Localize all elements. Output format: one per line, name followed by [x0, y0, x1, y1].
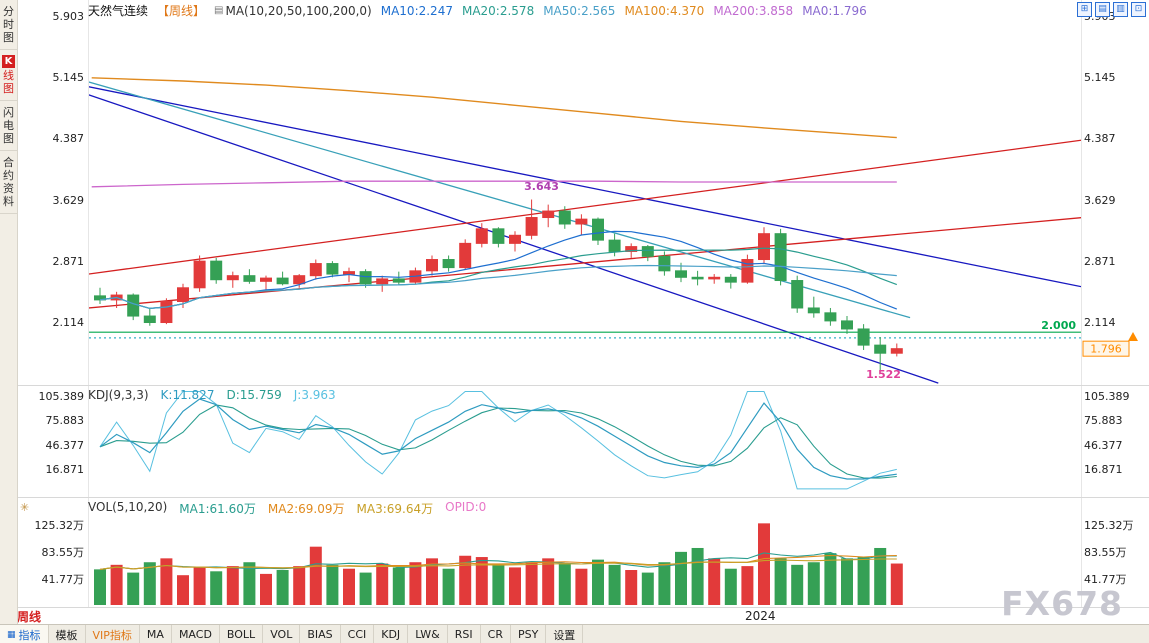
kline-badge: K: [2, 55, 15, 68]
axis-label: 75.883: [45, 414, 85, 428]
vol-indicator-name[interactable]: VOL(5,10,20): [88, 500, 168, 514]
sidebar-item-0[interactable]: 分时图: [0, 0, 17, 50]
axis-label: 125.32万: [1084, 518, 1134, 532]
price-chart-panel[interactable]: 2.000 3.643 1.522: [88, 77, 1082, 384]
toolbar-tab-CR[interactable]: CR: [481, 625, 511, 643]
indicator-toolbar: ▦ 指标 模板 VIP指标 MA MACD BOLL VOL BIAS CCI KDJ LW& RSI C…: [0, 624, 1149, 643]
ma-value-label: MA50:2.565: [543, 3, 616, 18]
price-up-arrow-icon: [1128, 332, 1138, 341]
multi-chart-icon[interactable]: ▥: [1113, 2, 1128, 17]
svg-text:1.796: 1.796: [1090, 343, 1122, 356]
toolbar-tab-BIAS[interactable]: BIAS: [300, 625, 341, 643]
x-axis-year-label: 2024: [745, 609, 776, 623]
watermark: FX678: [1001, 584, 1123, 623]
ma-value-label: MA10:2.247: [380, 3, 453, 18]
new-window-icon[interactable]: ⊡: [1131, 2, 1146, 17]
kdj-k-value: K:11.827: [160, 388, 215, 402]
grid-layout-icon[interactable]: ⊞: [1077, 2, 1092, 17]
kdj-panel[interactable]: [99, 391, 897, 490]
vol-header: VOL(5,10,20) MA1:61.60万 MA2:69.09万 MA3:6…: [88, 500, 486, 517]
ma-values: MA10:2.247 MA20:2.578 MA50:2.565 MA100:4.37…: [381, 4, 867, 18]
left-sidebar: 分时图 K 线图 闪电图 合约资料: [0, 0, 18, 643]
sidebar-item-3[interactable]: 合约资料: [0, 151, 17, 214]
svg-text:2.000: 2.000: [1041, 319, 1076, 332]
ma-value-label: MA100:4.370: [624, 3, 705, 18]
toolbar-tab-LW&[interactable]: LW&: [408, 625, 448, 643]
axis-label: 46.377: [45, 438, 85, 452]
axis-label: 41.77万: [1084, 572, 1127, 586]
sidebar-item-2[interactable]: 闪电图: [0, 101, 17, 151]
toolbar-tab-MA[interactable]: MA: [140, 625, 172, 643]
toolbar-tab-RSI[interactable]: RSI: [448, 625, 481, 643]
axis-label: 16.871: [45, 462, 85, 476]
svg-text:1.522: 1.522: [866, 368, 901, 381]
single-chart-icon[interactable]: ▤: [1095, 2, 1110, 17]
vol-panel-icon[interactable]: ✳: [20, 501, 30, 514]
vol-ma1-value: MA1:61.60万: [179, 502, 256, 516]
window-controls: ⊞ ▤ ▥ ⊡: [1077, 2, 1146, 17]
toolbar-tab-指标[interactable]: ▦ 指标: [0, 625, 49, 643]
axis-label: 41.77万: [41, 572, 85, 586]
axis-label: 2.114: [52, 315, 85, 329]
axis-label: 125.32万: [34, 518, 85, 532]
axis-label: 3.629: [1084, 193, 1116, 207]
axis-label: 83.55万: [41, 545, 85, 559]
ma-value-label: MA20:2.578: [461, 3, 535, 18]
toolbar-tab-PSY[interactable]: PSY: [511, 625, 547, 643]
axis-label: 5.145: [1084, 71, 1116, 85]
ma-settings-icon[interactable]: ▤: [214, 5, 224, 16]
kdj-header: KDJ(9,3,3) K:11.827 D:15.759 J:3.963: [88, 388, 336, 402]
kdj-j-value: J:3.963: [293, 388, 336, 402]
axis-label: 4.387: [52, 132, 85, 146]
instrument-title: 天然气连续: [88, 4, 149, 18]
axis-label: 16.871: [1084, 462, 1123, 476]
kdj-indicator-name[interactable]: KDJ(9,3,3): [88, 388, 149, 402]
period-tag[interactable]: 【周线】: [157, 4, 206, 18]
toolbar-tab-模板[interactable]: 模板: [49, 625, 86, 643]
axis-label: 4.387: [1084, 132, 1116, 146]
toolbar-tab-KDJ[interactable]: KDJ: [374, 625, 409, 643]
vol-ma3-value: MA3:69.64万: [356, 502, 434, 516]
axis-label: 2.871: [52, 254, 85, 268]
chart-header: 天然气连续 【周线】 ▤ MA(10,20,50,100,200,0) MA10…: [88, 2, 867, 19]
svg-text:3.643: 3.643: [524, 180, 559, 193]
axis-label: 83.55万: [1084, 545, 1127, 559]
sidebar-item-1[interactable]: K 线图: [0, 50, 17, 101]
toolbar-tab-MACD[interactable]: MACD: [172, 625, 220, 643]
kdj-d-value: D:15.759: [226, 388, 282, 402]
axis-label: 75.883: [1084, 414, 1123, 428]
last-price-box: [1082, 340, 1130, 357]
vol-ma2-value: MA2:69.09万: [267, 502, 345, 516]
axis-label: 3.629: [52, 193, 85, 207]
vol-opid-value: OPID:0: [445, 500, 487, 514]
ma-params-label: MA(10,20,50,100,200,0): [225, 3, 372, 18]
axis-label: 105.389: [38, 390, 85, 403]
toolbar-tab-BOLL[interactable]: BOLL: [220, 625, 264, 643]
ma-value-label: MA0:1.796: [802, 3, 867, 18]
toolbar-tab-CCI[interactable]: CCI: [341, 625, 375, 643]
axis-label: 105.389: [1084, 390, 1130, 403]
toolbar-tab-VOL[interactable]: VOL: [263, 625, 301, 643]
indicator-grid-icon: ▦: [7, 629, 16, 640]
axis-label: 2.871: [1084, 254, 1116, 268]
toolbar-tab-VIP指标[interactable]: VIP指标: [86, 625, 140, 643]
axis-label: 2.114: [1084, 315, 1116, 329]
axis-label: 5.903: [52, 10, 85, 23]
volume-panel[interactable]: [94, 523, 903, 605]
ma-value-label: MA200:3.858: [713, 3, 794, 18]
ma-params: ▤ MA(10,20,50,100,200,0): [214, 4, 372, 18]
axis-label: 5.145: [52, 71, 85, 85]
axis-label: 46.377: [1084, 438, 1123, 452]
toolbar-tab-设置[interactable]: 设置: [546, 625, 584, 643]
